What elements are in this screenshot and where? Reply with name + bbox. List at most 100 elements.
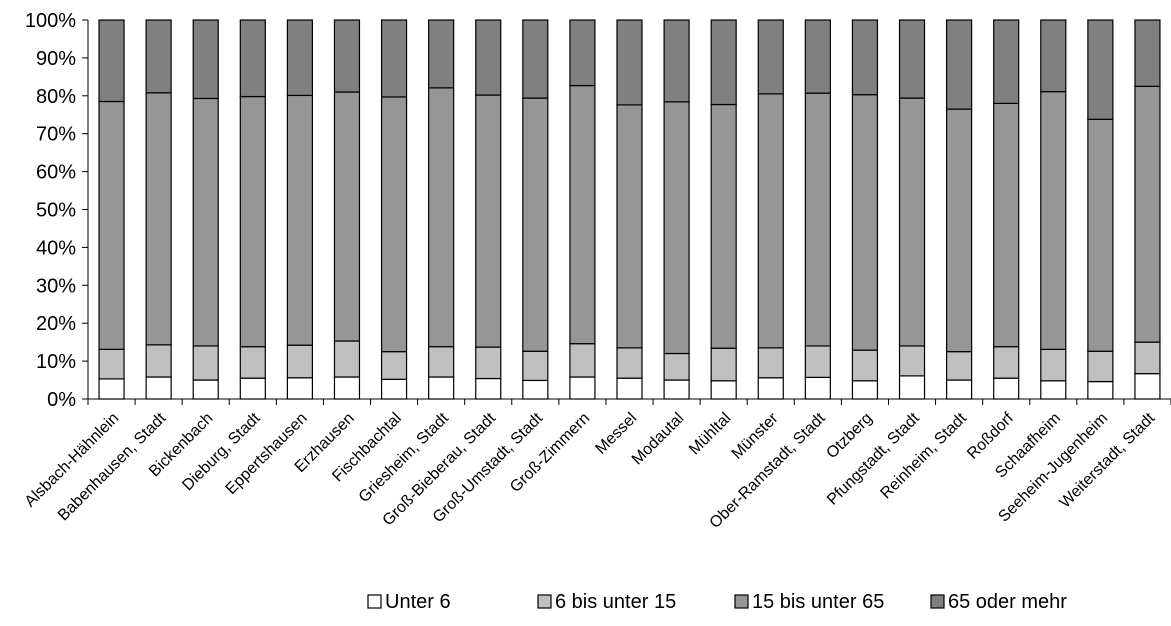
- bar-segment-2: [851, 349, 879, 382]
- bar-segment-2: [333, 340, 361, 378]
- bar-segment-3: [98, 100, 125, 350]
- bar-segment-2: [522, 350, 549, 382]
- x-tick-label: Modautal: [629, 410, 688, 469]
- bar-segment-2: [616, 347, 643, 379]
- bar-segment-3: [428, 87, 455, 348]
- bar-segment-3: [475, 94, 502, 348]
- bar-segment-2: [145, 344, 172, 378]
- bar-segment-4: [475, 19, 502, 96]
- bar-segment-3: [946, 108, 973, 353]
- y-tick-label: 40%: [36, 237, 76, 259]
- bar-segment-3: [1040, 91, 1067, 350]
- bar-segment-1: [380, 378, 408, 400]
- bar-segment-2: [286, 344, 313, 379]
- bar-segment-3: [804, 92, 831, 347]
- y-axis: 0% 10% 20% 30% 40% 50% 60% 70% 80% 90% 100%: [25, 10, 89, 411]
- bar-segment-1: [286, 377, 313, 400]
- bar-segment-2: [898, 345, 926, 377]
- bar-segment-3: [757, 93, 784, 349]
- bar-segment-1: [192, 379, 219, 400]
- bar-segment-4: [145, 19, 172, 94]
- bar-segment-1: [710, 380, 737, 400]
- bar-segment-2: [98, 348, 125, 380]
- bar-segment-3: [898, 97, 926, 347]
- bar-segment-3: [333, 91, 361, 342]
- bar-segment-2: [993, 346, 1020, 379]
- legend-label: 6 bis unter 15: [555, 591, 676, 613]
- bar-segment-1: [898, 375, 926, 400]
- y-tick-label: 50%: [36, 200, 76, 222]
- x-tick-label: Reinheim, Stadt: [877, 409, 970, 502]
- bar-segment-1: [616, 377, 643, 400]
- bar-segment-4: [192, 19, 219, 100]
- bar-segment-1: [145, 376, 172, 400]
- bar-segment-3: [993, 102, 1020, 348]
- bar-segment-4: [98, 19, 125, 103]
- bar-segment-1: [993, 377, 1020, 400]
- y-tick-label: 70%: [36, 124, 76, 146]
- y-tick-label: 90%: [36, 48, 76, 70]
- bar-segment-2: [804, 345, 831, 378]
- x-tick-label: Eppertshausen: [223, 410, 311, 498]
- bar-segment-3: [569, 84, 596, 345]
- x-tick-label: Messel: [592, 410, 640, 458]
- bar-segment-1: [98, 378, 125, 400]
- bar-segment-3: [1087, 118, 1114, 352]
- legend-label: 65 oder mehr: [948, 591, 1067, 613]
- legend: Unter 6 6 bis unter 15 15 bis unter 65 65 o…: [367, 591, 1067, 613]
- y-tick-label: 60%: [36, 162, 76, 184]
- bar-segment-4: [333, 19, 361, 93]
- bar-segment-3: [192, 97, 219, 347]
- bar-segment-1: [239, 377, 266, 400]
- bar-segment-2: [192, 345, 219, 381]
- bar-segment-1: [1040, 380, 1067, 400]
- bar-segment-1: [569, 376, 596, 400]
- bar-segment-1: [1134, 373, 1161, 400]
- bar-segment-2: [1087, 350, 1114, 383]
- y-tick-label: 30%: [36, 275, 76, 297]
- bar-segment-1: [1087, 380, 1114, 400]
- bar-segment-2: [1134, 341, 1161, 375]
- bar-segment-3: [239, 95, 266, 348]
- legend-label: Unter 6: [385, 591, 451, 613]
- bar-segment-4: [569, 19, 596, 87]
- bar-segment-4: [428, 19, 455, 89]
- bars: [98, 19, 1161, 400]
- bar-segment-3: [663, 101, 690, 355]
- bar-segment-3: [616, 104, 643, 349]
- bar-segment-2: [946, 351, 973, 381]
- bar-segment-2: [757, 347, 784, 379]
- bar-segment-3: [286, 94, 313, 346]
- bar-segment-4: [757, 19, 784, 95]
- y-tick-label: 10%: [36, 351, 76, 373]
- bar-segment-4: [946, 19, 973, 110]
- bar-segment-4: [522, 19, 549, 99]
- legend-swatch: [734, 594, 749, 609]
- bar-segment-1: [333, 376, 361, 400]
- bar-segment-1: [946, 379, 973, 400]
- y-tick-label: 0%: [47, 389, 76, 411]
- bar-segment-4: [898, 19, 926, 99]
- bar-segment-1: [475, 377, 502, 400]
- bar-segment-4: [616, 19, 643, 106]
- legend-label: 15 bis unter 65: [752, 591, 884, 613]
- bar-segment-1: [851, 380, 879, 400]
- y-tick-label: 20%: [36, 313, 76, 335]
- bar-segment-2: [710, 347, 737, 382]
- bar-segment-2: [1040, 348, 1067, 382]
- bar-segment-4: [380, 19, 408, 98]
- bar-segment-4: [710, 19, 737, 106]
- bar-segment-3: [710, 103, 737, 349]
- bar-segment-4: [1134, 19, 1161, 87]
- bar-segment-4: [993, 19, 1020, 104]
- bar-segment-3: [145, 92, 172, 346]
- bar-segment-2: [239, 346, 266, 379]
- bar-segment-3: [380, 96, 408, 353]
- bar-segment-2: [569, 343, 596, 378]
- bar-segment-4: [851, 19, 879, 96]
- bar-segment-4: [663, 19, 690, 103]
- bar-segment-1: [663, 379, 690, 400]
- bar-segment-2: [475, 346, 502, 380]
- legend-swatch: [537, 594, 552, 609]
- bar-segment-3: [851, 94, 879, 351]
